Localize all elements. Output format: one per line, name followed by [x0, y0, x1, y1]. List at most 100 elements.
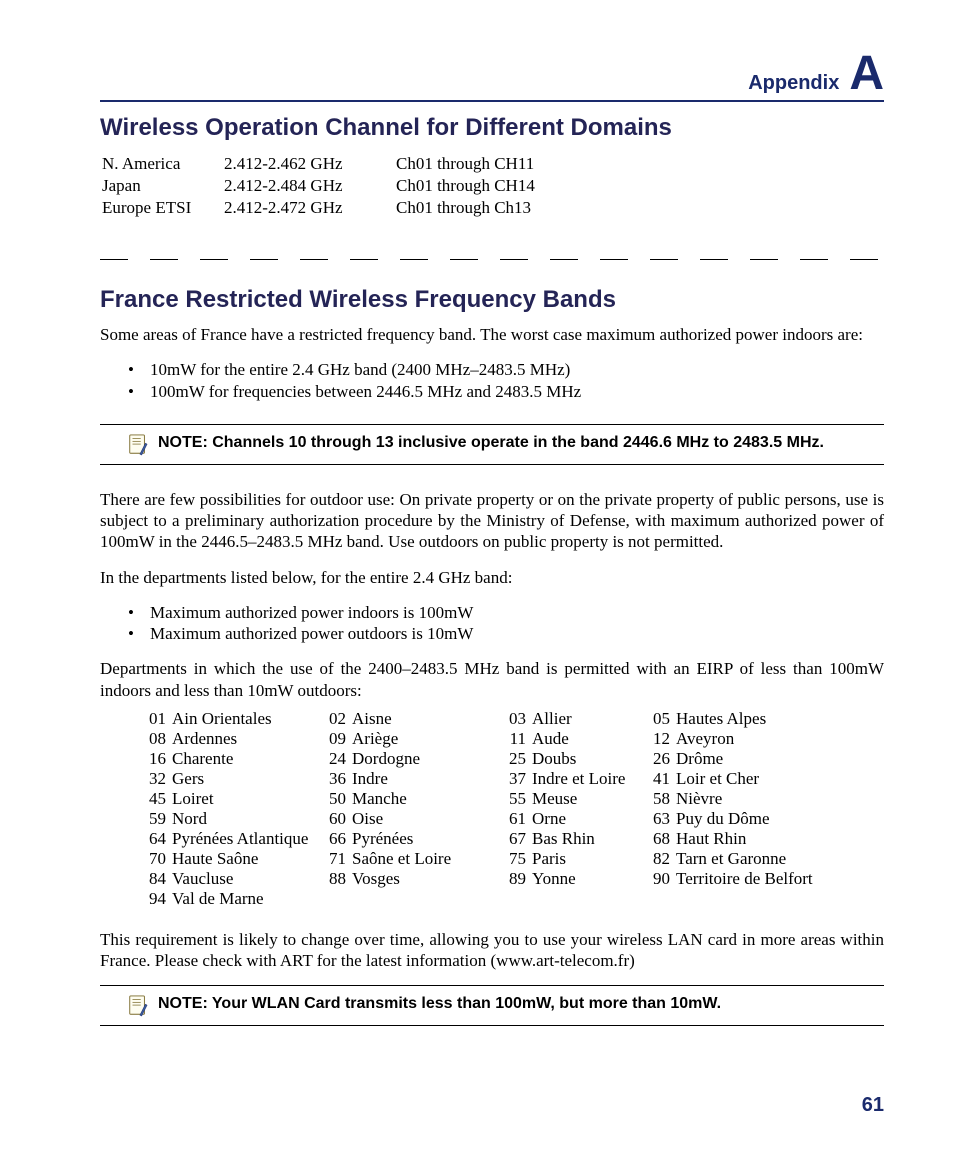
region-cell: N. America [102, 154, 222, 174]
dept-num: 50 [326, 789, 352, 809]
dept-num: 11 [506, 729, 532, 749]
table-row: 08Ardennes09Ariège11Aude12Aveyron [146, 729, 830, 749]
freq-cell: 2.412-2.484 GHz [224, 176, 394, 196]
table-row: 32Gers36Indre37Indre et Loire41Loir et C… [146, 769, 830, 789]
list-item: 100mW for frequencies between 2446.5 MHz… [100, 381, 884, 402]
dept-name: Gers [172, 769, 326, 789]
page-number: 61 [862, 1094, 884, 1117]
section2-title: France Restricted Wireless Frequency Ban… [100, 286, 884, 314]
dept-num: 08 [146, 729, 172, 749]
dept-name: Charente [172, 749, 326, 769]
intro-paragraph: Some areas of France have a restricted f… [100, 324, 884, 345]
dept-name: Aude [532, 729, 650, 749]
note-box-2: NOTE: Your WLAN Card transmits less than… [100, 985, 884, 1026]
dept-name: Hautes Alpes [676, 709, 830, 729]
departments-table: 01Ain Orientales02Aisne03Allier05Hautes … [146, 709, 830, 909]
table-row: Japan 2.412-2.484 GHz Ch01 through CH14 [102, 176, 535, 196]
table-row: N. America 2.412-2.462 GHz Ch01 through … [102, 154, 535, 174]
dept-name: Manche [352, 789, 506, 809]
dept-name: Indre et Loire [532, 769, 650, 789]
dept-name: Haute Saône [172, 849, 326, 869]
dept-num: 61 [506, 809, 532, 829]
dept-name: Nord [172, 809, 326, 829]
table-row: 64Pyrénées Atlantique66Pyrénées67Bas Rhi… [146, 829, 830, 849]
dept-name: Indre [352, 769, 506, 789]
dept-num: 59 [146, 809, 172, 829]
dept-name: Ariège [352, 729, 506, 749]
dept-num: 84 [146, 869, 172, 889]
table-row: 16Charente24Dordogne25Doubs26Drôme [146, 749, 830, 769]
dept-num: 70 [146, 849, 172, 869]
dept-name: Orne [532, 809, 650, 829]
list-item: Maximum authorized power indoors is 100m… [100, 602, 884, 623]
dept-name: Oise [352, 809, 506, 829]
dashed-separator [100, 248, 884, 268]
dept-name: Yonne [532, 869, 650, 889]
dept-num: 02 [326, 709, 352, 729]
note-icon [128, 995, 148, 1017]
dept-num: 58 [650, 789, 676, 809]
dept-name: Tarn et Garonne [676, 849, 830, 869]
region-cell: Japan [102, 176, 222, 196]
dept-num: 03 [506, 709, 532, 729]
table-row: 94Val de Marne [146, 889, 830, 909]
table-row: 59Nord60Oise61Orne63Puy du Dôme [146, 809, 830, 829]
dept-num: 24 [326, 749, 352, 769]
table-row: 45Loiret50Manche55Meuse58Nièvre [146, 789, 830, 809]
section1-title: Wireless Operation Channel for Different… [100, 114, 884, 142]
dept-name: Pyrénées [352, 829, 506, 849]
closing-paragraph: This requirement is likely to change ove… [100, 929, 884, 972]
dept-num: 71 [326, 849, 352, 869]
dept-num: 09 [326, 729, 352, 749]
dept-num: 64 [146, 829, 172, 849]
freq-cell: 2.412-2.462 GHz [224, 154, 394, 174]
dept-name: Meuse [532, 789, 650, 809]
table-row: Europe ETSI 2.412-2.472 GHz Ch01 through… [102, 198, 535, 218]
dept-num: 55 [506, 789, 532, 809]
table-row: 84Vaucluse88Vosges89Yonne90Territoire de… [146, 869, 830, 889]
dept-num: 67 [506, 829, 532, 849]
dept-name [352, 889, 506, 909]
dept-name: Val de Marne [172, 889, 326, 909]
bullets-power-dept: Maximum authorized power indoors is 100m… [100, 602, 884, 645]
dept-num: 68 [650, 829, 676, 849]
ch-cell: Ch01 through CH14 [396, 176, 535, 196]
dept-num: 12 [650, 729, 676, 749]
dept-name: Pyrénées Atlantique [172, 829, 326, 849]
dept-num: 16 [146, 749, 172, 769]
dept-num: 25 [506, 749, 532, 769]
dept-num: 82 [650, 849, 676, 869]
appendix-letter: A [849, 50, 884, 98]
dept-num: 63 [650, 809, 676, 829]
dept-name: Drôme [676, 749, 830, 769]
dept-name: Allier [532, 709, 650, 729]
dept-num: 88 [326, 869, 352, 889]
dept-num: 41 [650, 769, 676, 789]
dept-num: 05 [650, 709, 676, 729]
table-row: 01Ain Orientales02Aisne03Allier05Hautes … [146, 709, 830, 729]
ch-cell: Ch01 through Ch13 [396, 198, 535, 218]
dept-name: Puy du Dôme [676, 809, 830, 829]
dept-paragraph: Departments in which the use of the 2400… [100, 658, 884, 701]
freq-cell: 2.412-2.472 GHz [224, 198, 394, 218]
dept-num: 45 [146, 789, 172, 809]
dept-num: 37 [506, 769, 532, 789]
dept-num: 94 [146, 889, 172, 909]
dept-num: 75 [506, 849, 532, 869]
dept-num: 26 [650, 749, 676, 769]
note-icon [128, 434, 148, 456]
dept-num: 60 [326, 809, 352, 829]
outdoor-paragraph: There are few possibilities for outdoor … [100, 489, 884, 553]
ch-cell: Ch01 through CH11 [396, 154, 535, 174]
dept-name: Territoire de Belfort [676, 869, 830, 889]
page-header: Appendix A [100, 50, 884, 102]
dept-num [326, 889, 352, 909]
dept-name: Vosges [352, 869, 506, 889]
bullets-power-indoor: 10mW for the entire 2.4 GHz band (2400 M… [100, 359, 884, 402]
dept-name: Paris [532, 849, 650, 869]
dept-name: Saône et Loire [352, 849, 506, 869]
note-box-1: NOTE: Channels 10 through 13 inclusive o… [100, 424, 884, 465]
dept-name: Nièvre [676, 789, 830, 809]
channel-table: N. America 2.412-2.462 GHz Ch01 through … [100, 152, 537, 220]
dept-name: Doubs [532, 749, 650, 769]
